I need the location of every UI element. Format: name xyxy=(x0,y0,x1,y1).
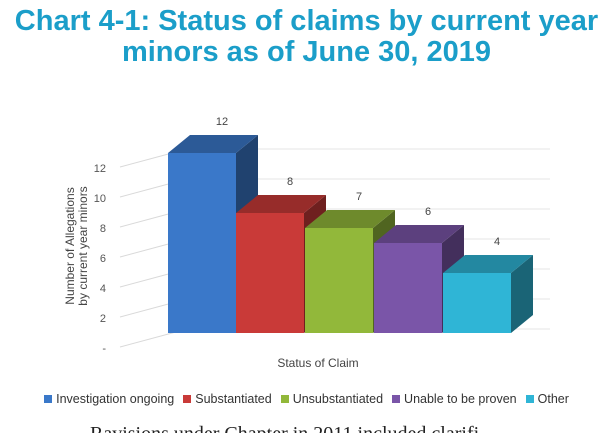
legend-swatch xyxy=(525,395,534,403)
cropped-body-text: Ravisions under Chapter in 2011 included… xyxy=(90,424,479,433)
bar-front xyxy=(374,243,442,333)
x-axis-label: Status of Claim xyxy=(277,356,358,370)
legend-label: Investigation ongoing xyxy=(56,392,175,406)
data-label: 6 xyxy=(425,206,431,218)
bar-top xyxy=(305,210,395,228)
bar-front xyxy=(305,228,373,333)
cropped-body-text-line: Ravisions under Chapter in 2011 included… xyxy=(90,424,479,433)
bar-other xyxy=(443,255,533,333)
bar-front xyxy=(236,213,304,333)
bar-front xyxy=(168,153,236,333)
y-axis-label-line: by current year minors xyxy=(76,186,90,305)
bar-top xyxy=(168,135,258,153)
bar-top xyxy=(443,255,533,273)
legend-label: Other xyxy=(537,392,569,406)
bar-front xyxy=(443,273,511,333)
bar-side xyxy=(511,255,533,333)
y-tick-label: 4 xyxy=(100,283,106,295)
legend-swatch xyxy=(392,395,401,403)
y-tick-label: 10 xyxy=(94,193,106,205)
data-label: 7 xyxy=(356,191,362,203)
legend-item: Unable to be proven xyxy=(392,392,517,406)
legend-label: Unable to be proven xyxy=(404,392,517,406)
y-tick-label: 8 xyxy=(100,223,106,235)
data-label: 12 xyxy=(216,116,228,128)
chart-legend: Investigation ongoing Substantiated Unsubs… xyxy=(0,392,613,406)
legend-item: Investigation ongoing xyxy=(44,392,174,406)
legend-label: Unsubstantiated xyxy=(292,392,384,406)
legend-item: Unsubstantiated xyxy=(280,392,384,406)
chart-title: Chart 4-1: Status of claims by current y… xyxy=(14,5,599,68)
legend-item: Substantiated xyxy=(183,392,272,406)
y-tick-label: 6 xyxy=(100,253,106,265)
bar-top xyxy=(374,225,464,243)
y-tick-label: 12 xyxy=(94,163,106,175)
legend-label: Substantiated xyxy=(195,392,272,406)
bar-top xyxy=(236,195,326,213)
y-tick-label: - xyxy=(102,343,106,355)
y-axis-label: Number of Allegationsby current year min… xyxy=(63,186,90,305)
y-axis-label-line: Number of Allegations xyxy=(63,187,77,304)
data-label: 4 xyxy=(494,236,500,248)
legend-swatch xyxy=(44,395,53,403)
legend-item: Other xyxy=(525,392,569,406)
legend-swatch xyxy=(183,395,192,403)
legend-swatch xyxy=(280,395,289,403)
data-label: 8 xyxy=(287,176,293,188)
y-tick-label: 2 xyxy=(100,313,106,325)
